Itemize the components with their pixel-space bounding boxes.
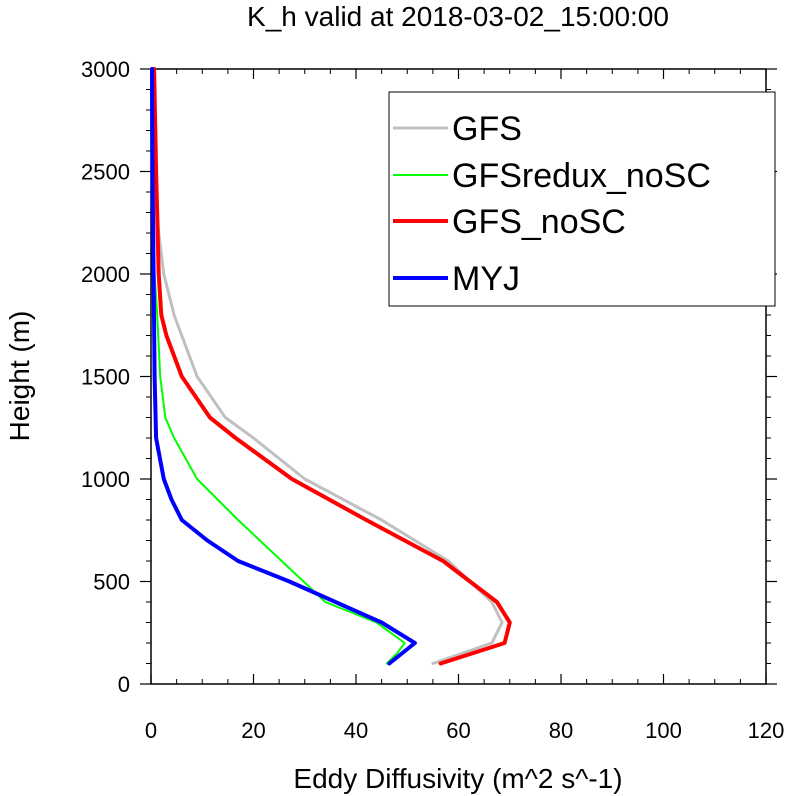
x-axis-label: Eddy Diffusivity (m^2 s^-1): [293, 763, 622, 794]
series-line-gfs-nosc: [152, 67, 512, 666]
x-tick-label: 80: [549, 718, 573, 743]
series-line-gfsredux-nosc: [150, 68, 406, 665]
x-tick-label: 0: [145, 718, 157, 743]
x-tick-label: 40: [344, 718, 368, 743]
y-tick-label: 3000: [81, 57, 130, 82]
legend-label: MYJ: [452, 260, 520, 298]
y-tick-label: 500: [93, 570, 130, 595]
y-tick-label: 2000: [81, 262, 130, 287]
y-tick-label: 2500: [81, 160, 130, 185]
series-group: [150, 67, 512, 666]
y-tick-label: 0: [118, 672, 130, 697]
y-tick-label: 1500: [81, 365, 130, 390]
legend-label: GFS: [452, 110, 522, 148]
x-tick-label: 100: [645, 718, 682, 743]
x-tick-label: 120: [748, 718, 785, 743]
legend-box: [388, 91, 776, 307]
chart-title: K_h valid at 2018-03-02_15:00:00: [247, 1, 669, 32]
y-tick-label: 1000: [81, 467, 130, 492]
series-line-myj: [150, 67, 417, 666]
legend-label: GFSredux_noSC: [452, 157, 711, 195]
legend: GFS GFSredux_noSC GFS_noSC MYJ: [388, 91, 776, 307]
x-tick-label: 60: [446, 718, 470, 743]
legend-label: GFS_noSC: [452, 203, 626, 241]
y-axis-label: Height (m): [4, 311, 35, 442]
x-tick-label: 20: [241, 718, 265, 743]
